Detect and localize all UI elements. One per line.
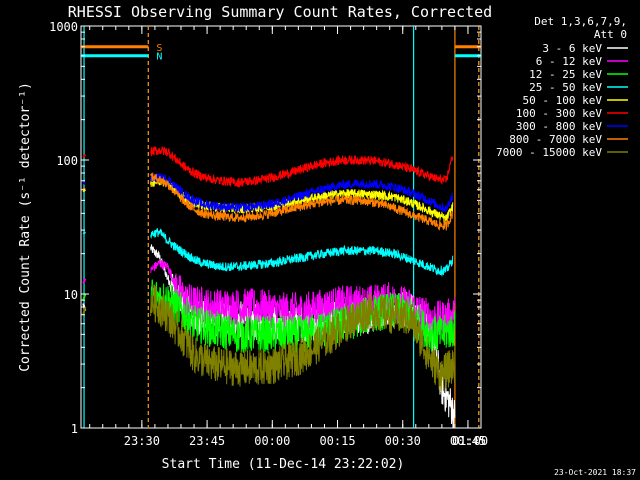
x-tick-label: 23:30 [124,434,160,448]
y-tick-label: 1 [71,422,78,436]
y-axis-ticks: 1 10 100 1000 [49,20,481,436]
legend-entry-label: 100 - 300 keV [516,107,602,120]
legend-entry-label: 7000 - 15000 keV [496,146,602,159]
x-axis-label: Start Time (11-Dec-14 23:22:02) [162,457,405,472]
series-line [150,284,456,392]
series-pre-segment [82,153,87,158]
y-tick-label: 100 [56,154,78,168]
legend-entry-label: 300 - 800 keV [516,120,602,133]
footer-timestamp: 23-Oct-2021 18:37 [554,468,636,477]
y-tick-label: 10 [64,288,78,302]
series-pre-segment [82,278,87,284]
legend-header-line-1: Det 1,3,6,7,9, [534,15,627,28]
series-pre-segment [82,306,87,316]
y-axis-label: Corrected Count Rate (s⁻¹ detector⁻¹) [18,82,33,372]
flag-label: S [156,43,162,54]
series-layer [82,145,456,429]
legend-entry-label: 12 - 25 keV [529,68,602,81]
x-tick-label: 23:45 [189,434,225,448]
plot-area: SN 1 10 100 1000 23:30 23:45 00:00 00:15 00:30 0… [49,20,488,448]
legend-entry-label: 3 - 6 keV [542,42,602,55]
attenuator-flags: SN [81,43,481,63]
series-line [150,172,454,231]
flag-label: N [156,52,162,63]
legend-header-line-2: Att 0 [594,28,627,41]
legend-entry-label: 50 - 100 keV [523,94,603,107]
chart-title: RHESSI Observing Summary Count Rates, Co… [68,3,492,21]
x-tick-label: 00:30 [385,434,421,448]
x-tick-label: 00:15 [319,434,355,448]
x-tick-label: 00:00 [254,434,290,448]
series-pre-segment [82,231,87,235]
series-line [150,145,454,188]
series-pre-segment [82,293,87,301]
series-line [150,228,454,278]
x-tick-label: 01:00 [452,434,488,448]
x-tick-label: 00:45 [450,434,486,448]
legend-entry-label: 25 - 50 keV [529,81,602,94]
legend-entry-label: 800 - 7000 keV [509,133,602,146]
vertical-markers [83,26,480,428]
y-tick-label: 1000 [49,20,78,34]
series-line [150,173,454,213]
series-pre-segment [82,181,86,185]
plot-frame [80,25,482,429]
legend-entry-label: 6 - 12 keV [536,55,603,68]
